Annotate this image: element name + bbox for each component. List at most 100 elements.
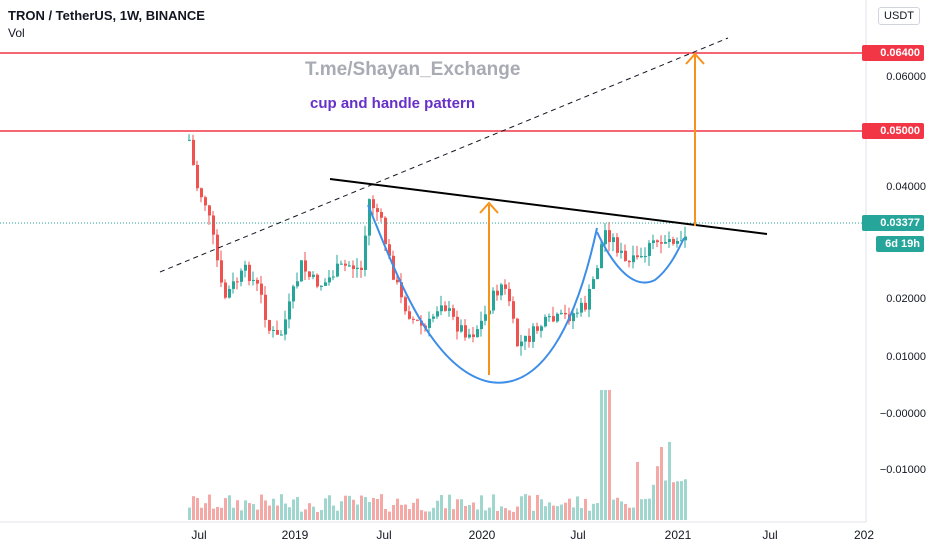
volume-bar [468, 504, 471, 520]
candle [604, 230, 607, 245]
candle [296, 281, 299, 287]
candle [504, 284, 507, 289]
candle [348, 265, 351, 267]
upper-trend-line[interactable] [159, 37, 729, 273]
volume-bar [440, 494, 443, 520]
candle [528, 335, 531, 342]
candle [264, 294, 267, 320]
volume-bar [516, 506, 519, 520]
candle [436, 311, 439, 317]
volume-bar [388, 511, 391, 520]
candle [288, 301, 291, 320]
candle [260, 283, 263, 295]
handle-curve[interactable] [596, 231, 685, 284]
candle [304, 260, 307, 272]
candle [672, 239, 675, 244]
volume-bar [216, 506, 219, 520]
volume-bar [372, 497, 375, 520]
current-price-tag[interactable]: 0.03377 [862, 215, 924, 231]
volume-bar [448, 494, 451, 520]
candle [400, 282, 403, 298]
currency-button[interactable]: USDT [878, 7, 920, 25]
candle [560, 312, 563, 314]
volume-bar [396, 498, 399, 520]
x-axis-label: 202 [853, 528, 875, 542]
candle [628, 260, 631, 263]
target-arrow-head [685, 52, 705, 65]
y-axis-label: −0.00000 [879, 408, 926, 420]
candle [468, 334, 471, 338]
candles [188, 134, 687, 356]
y-axis-label: 0.06000 [886, 71, 926, 83]
candle [500, 284, 503, 296]
candle [332, 276, 335, 278]
resistance-price-tag[interactable]: 0.05000 [862, 123, 924, 139]
candle [544, 316, 547, 327]
volume-bar [484, 510, 487, 520]
volume-bar [432, 507, 435, 520]
volume-indicator-label[interactable]: Vol [8, 26, 25, 40]
candle [404, 297, 407, 312]
candle [220, 260, 223, 283]
target-price-tag[interactable]: 0.06400 [862, 45, 924, 61]
volume-bar [240, 510, 243, 520]
x-axis-label: 2020 [468, 528, 496, 542]
volume-bar [340, 501, 343, 520]
volume-bar [348, 495, 351, 520]
candle [240, 270, 243, 282]
volume-bar [280, 494, 283, 520]
candle [204, 197, 207, 206]
candle [384, 217, 387, 245]
symbol-title[interactable]: TRON / TetherUS, 1W, BINANCE [8, 8, 205, 23]
volume-bar [624, 503, 627, 520]
volume-bar [612, 499, 615, 520]
volume-bar [344, 495, 347, 520]
candle [512, 301, 515, 319]
bar-countdown-tag: 6d 19h [876, 236, 924, 252]
volume-bar [428, 511, 431, 520]
volume-bar [316, 511, 319, 520]
volume-bar [192, 496, 195, 520]
volume-bar [632, 507, 635, 520]
y-axis-label: 0.01000 [886, 351, 926, 363]
candle [188, 139, 191, 141]
candle [576, 312, 579, 314]
volume-bar [504, 508, 507, 520]
volume-bar [228, 495, 231, 520]
volume-bar [488, 507, 491, 520]
y-axis-label: 0.04000 [886, 181, 926, 193]
candle [408, 311, 411, 319]
volume-bar [328, 495, 331, 520]
candle [632, 255, 635, 263]
candle [292, 286, 295, 302]
candle [456, 316, 459, 332]
candle [620, 250, 623, 253]
volume-bar [676, 481, 679, 520]
candle [396, 279, 399, 283]
volume-bar [588, 510, 591, 520]
volume-bar [264, 500, 267, 520]
candle [268, 319, 271, 331]
candle [580, 302, 583, 313]
volume-bar [332, 505, 335, 520]
cup-curve[interactable] [367, 204, 598, 384]
volume-bar [644, 498, 647, 520]
volume-bar [436, 500, 439, 520]
candle [440, 305, 443, 312]
volume-bar [200, 507, 203, 520]
candle [612, 237, 615, 243]
volume-bar [248, 503, 251, 520]
volume-bar [500, 506, 503, 520]
volume-bar [472, 502, 475, 520]
candle [680, 240, 683, 242]
volume-bar [380, 494, 383, 520]
candle [564, 312, 567, 315]
candle [508, 288, 511, 302]
candle [472, 334, 475, 338]
volume-bar [368, 502, 371, 520]
volume-bar [680, 481, 683, 520]
candle [252, 279, 255, 281]
volume-bar [188, 507, 191, 520]
